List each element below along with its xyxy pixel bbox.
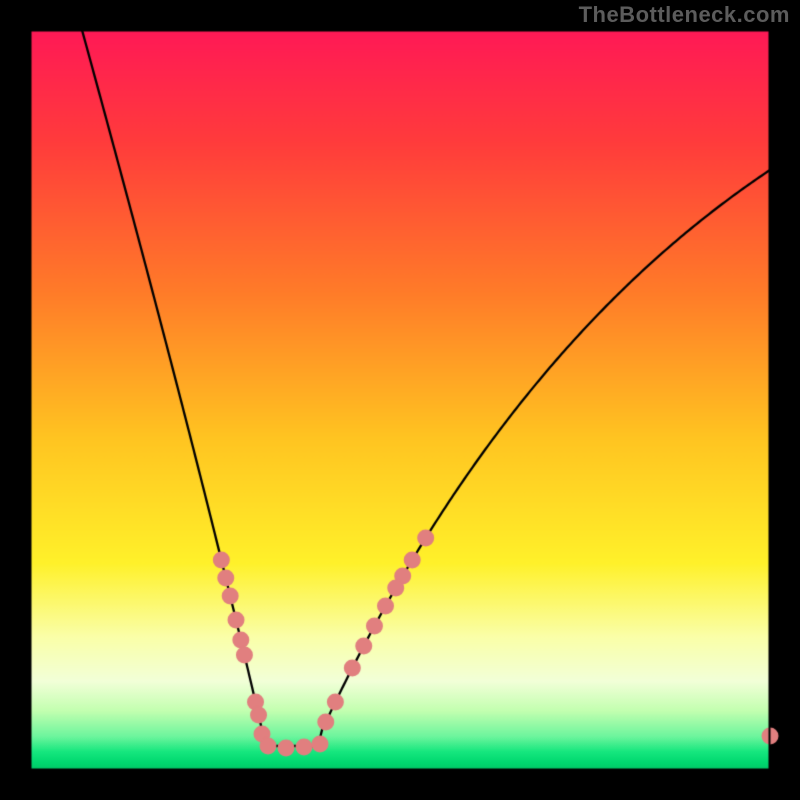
bottleneck-chart-canvas xyxy=(0,0,800,800)
chart-stage: TheBottleneck.com xyxy=(0,0,800,800)
